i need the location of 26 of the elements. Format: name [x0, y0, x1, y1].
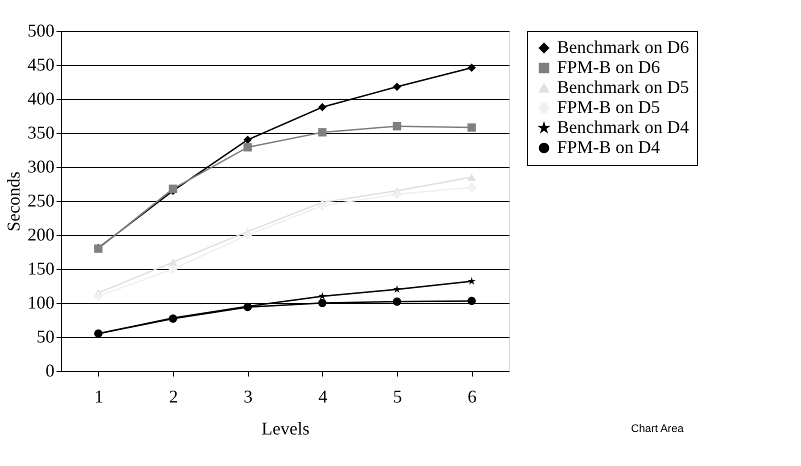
y-tick-label: 350	[28, 122, 54, 142]
y-tick-label: 250	[28, 190, 54, 210]
x-tick-label: 1	[94, 386, 104, 406]
x-axis-title: Levels	[262, 418, 310, 438]
x-tick-label: 5	[393, 386, 402, 406]
x-tick-label: 6	[468, 386, 477, 406]
legend-label: Benchmark on D4	[557, 117, 689, 137]
legend-label: FPM-B on D5	[557, 97, 660, 117]
x-tick-label: 4	[318, 386, 328, 406]
y-tick-label: 450	[28, 54, 54, 74]
y-tick-label: 150	[28, 258, 54, 278]
y-tick-label: 500	[28, 20, 54, 40]
y-tick-label: 300	[28, 156, 54, 176]
y-axis-title: Seconds	[4, 172, 24, 232]
y-tick-label: 400	[28, 88, 54, 108]
legend-label: FPM-B on D4	[557, 137, 660, 157]
y-tick-label: 200	[28, 224, 54, 244]
legend-label: Benchmark on D6	[557, 37, 689, 57]
x-tick-label: 3	[244, 386, 253, 406]
y-tick-label: 100	[28, 292, 54, 312]
legend-label: Benchmark on D5	[557, 77, 689, 97]
x-tick-label: 2	[169, 386, 178, 406]
y-tick-label: 0	[46, 360, 54, 380]
text: Chart Area	[631, 423, 684, 435]
legend-label: FPM-B on D6	[557, 57, 660, 77]
y-tick-label: 50	[36, 326, 54, 346]
